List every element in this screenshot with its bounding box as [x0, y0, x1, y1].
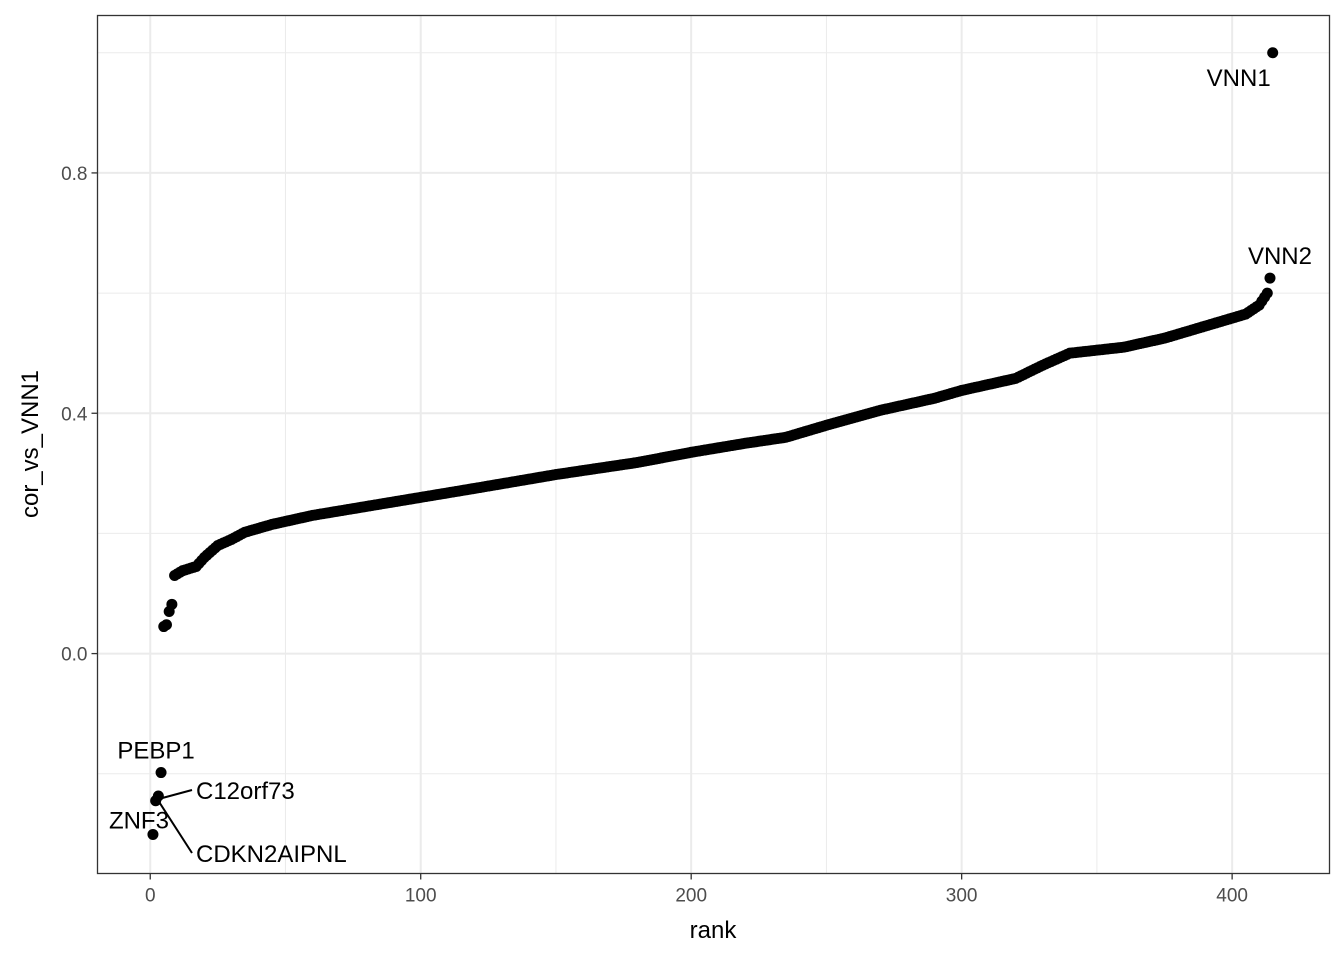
y-axis-title: cor_vs_VNN1 — [17, 370, 44, 518]
x-tick-label: 400 — [1216, 886, 1248, 907]
data-point — [1261, 287, 1273, 299]
point-label: C12orf73 — [196, 778, 295, 805]
data-point — [147, 828, 159, 840]
x-tick-label: 0 — [145, 886, 156, 907]
point-label: CDKN2AIPNL — [196, 841, 347, 868]
x-axis-ticks: 0 100 200 300 400 — [145, 873, 1248, 907]
data-point — [152, 790, 164, 802]
label-connector-line — [162, 789, 193, 799]
x-axis-title: rank — [690, 917, 738, 944]
data-point — [155, 767, 167, 779]
minor-gridlines — [97, 15, 1330, 874]
label-connectors — [158, 789, 193, 854]
label-connector-line — [158, 802, 193, 854]
y-tick-label: 0.8 — [61, 164, 87, 185]
y-tick-label: 0.4 — [61, 404, 88, 425]
data-points — [147, 47, 1279, 840]
point-label: ZNF3 — [109, 807, 169, 834]
point-label: VNN1 — [1207, 65, 1271, 92]
x-tick-label: 200 — [675, 886, 707, 907]
x-tick-label: 300 — [946, 886, 978, 907]
data-point — [1267, 47, 1279, 59]
major-gridlines — [97, 15, 1330, 874]
point-label: PEBP1 — [117, 738, 194, 765]
point-label: VNN2 — [1248, 243, 1312, 270]
data-point — [166, 598, 178, 610]
panel-border — [96, 14, 1331, 875]
x-tick-label: 100 — [405, 886, 437, 907]
y-axis-ticks: 0.0 0.4 0.8 — [61, 164, 98, 666]
data-point — [1264, 272, 1276, 284]
data-point — [160, 619, 172, 631]
y-tick-label: 0.0 — [61, 645, 87, 666]
